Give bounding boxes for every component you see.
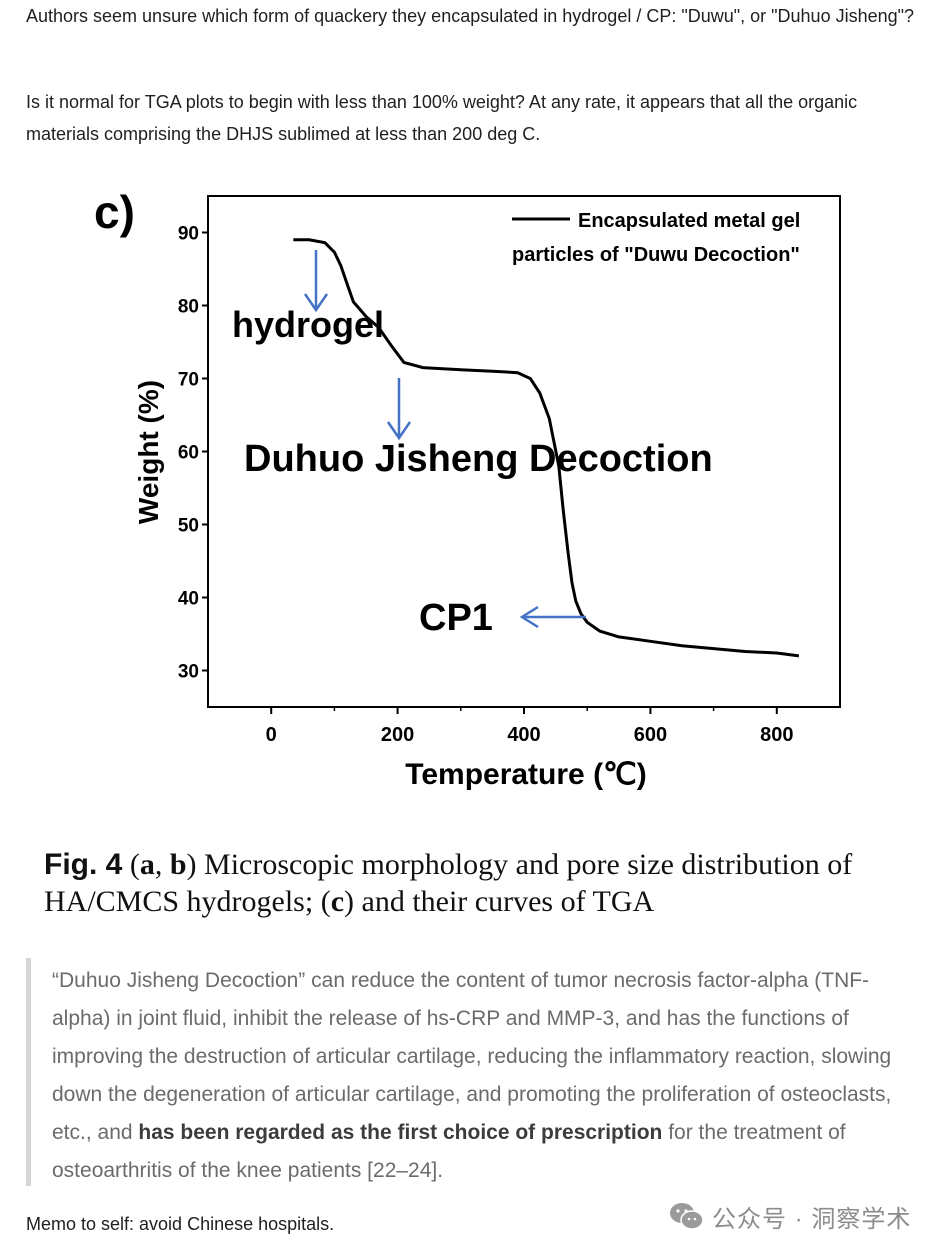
x-tick-label: 200 (381, 724, 414, 746)
quote-text-before: “Duhuo Jisheng Decoction” can reduce the… (52, 969, 892, 1144)
x-tick-label: 400 (507, 724, 540, 746)
x-axis-label: Temperature (℃) (405, 758, 647, 791)
annotation-cp1: CP1 (419, 597, 493, 639)
watermark-text: 公众号 · 洞察学术 (712, 1205, 912, 1233)
caption-panel-c: c (330, 885, 345, 918)
legend-label-line2: particles of "Duwu Decoction" (512, 244, 800, 266)
annotation-arrows (303, 250, 586, 629)
y-axis-label: Weight (%) (133, 380, 164, 524)
y-tick-label: 70 (178, 370, 199, 391)
y-tick-label: 80 (178, 297, 199, 318)
caption-fig-label: Fig. 4 (44, 848, 123, 881)
caption-panel-b: b (169, 848, 187, 881)
x-tick-label: 0 (266, 724, 277, 746)
annotation-hydrogel: hydrogel (232, 304, 384, 345)
arrow-hydrogel-down (303, 250, 329, 313)
y-tick-label: 60 (178, 443, 199, 464)
tga-curve (293, 238, 800, 658)
caption-panel-a: a (139, 848, 155, 881)
y-tick-label: 40 (178, 589, 199, 610)
arrow-cp1-left (519, 605, 586, 629)
tga-figure: c) 30 40 50 60 70 80 90 0 200 400 600 800 Weight (… (0, 180, 952, 820)
watermark: 公众号 · 洞察学术 (668, 1198, 911, 1234)
x-tick-label: 600 (634, 724, 667, 746)
quote-text-after: for the treatment of osteoarthritis of t… (52, 1121, 846, 1182)
caption-text-1: ) Microscopic morphology and pore size d… (44, 848, 853, 918)
post-paragraph-1: Authors seem unsure which form of quacke… (26, 6, 915, 26)
y-tick-label: 50 (178, 516, 199, 537)
blockquote-text: “Duhuo Jisheng Decoction” can reduce the… (52, 962, 920, 1190)
annotation-duhuo-jisheng: Duhuo Jisheng Decoction (244, 438, 713, 480)
caption-comma: , (154, 848, 170, 881)
caption-open-paren: ( (122, 848, 140, 881)
y-tick-label: 90 (178, 224, 199, 245)
figure-caption: Fig. 4 (a, b) Microscopic morphology and… (44, 846, 934, 920)
blockquote: “Duhuo Jisheng Decoction” can reduce the… (26, 958, 921, 1186)
wechat-icon (670, 1203, 704, 1230)
x-tick-label: 800 (760, 724, 793, 746)
legend-label-line1: Encapsulated metal gel (578, 210, 800, 232)
quote-text-bold: has been regarded as the first choice of… (138, 1121, 663, 1144)
arrow-duhuo-down (386, 378, 412, 441)
y-tick-label: 30 (178, 662, 199, 683)
caption-text-2: ) and their curves of TGA (344, 885, 655, 918)
tga-chart: c) 30 40 50 60 70 80 90 0 200 400 600 800 Weight (… (94, 186, 841, 791)
memo-text: Memo to self: avoid Chinese hospitals. (26, 1214, 335, 1234)
panel-label: c) (94, 186, 135, 238)
post-paragraph-2: Is it normal for TGA plots to begin with… (26, 92, 858, 144)
